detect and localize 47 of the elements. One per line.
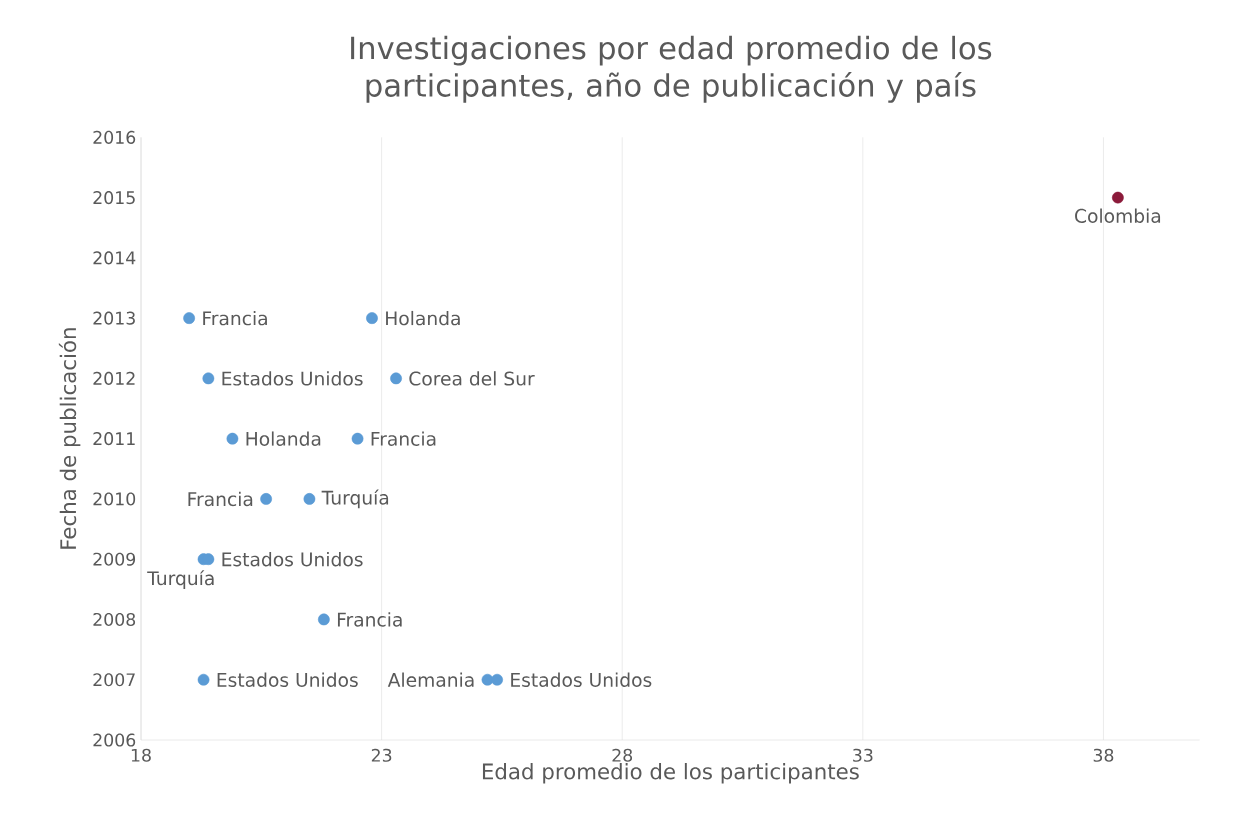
annotation: Holanda <box>246 431 321 446</box>
x-tick-label: 28 <box>612 748 633 762</box>
x-tick-label: 18 <box>131 748 151 762</box>
y-tick-label: 2009 <box>93 552 136 566</box>
y-tick-label: 2008 <box>93 612 136 627</box>
y-axis-title: Fecha de publicación <box>58 328 81 549</box>
annotation: Francia <box>337 612 402 627</box>
point <box>202 372 215 385</box>
point <box>491 673 503 686</box>
point <box>260 493 272 505</box>
annotation: Turquía <box>321 489 389 509</box>
point <box>317 613 330 626</box>
y-tick-label: 2010 <box>93 492 136 506</box>
annotation: Corea del Sur <box>409 371 535 386</box>
x-axis-title: Edad promedio de los participantes <box>482 762 859 784</box>
y-tick-label: 2012 <box>93 371 135 385</box>
annotation: Holanda <box>386 310 460 326</box>
annotation: Alemania <box>387 672 474 687</box>
x-tick-label: 23 <box>371 748 392 762</box>
annotation: Turquía <box>147 570 214 589</box>
annotation: Estados Unidos <box>511 672 652 687</box>
point <box>390 372 402 385</box>
annotation: Estados Unidos <box>222 551 363 567</box>
y-tick-label: 2015 <box>93 191 135 205</box>
y-tick-label: 2016 <box>93 130 136 144</box>
y-tick-label: 2011 <box>93 432 135 446</box>
point <box>183 312 195 324</box>
point <box>303 493 316 505</box>
annotation: Estados Unidos <box>217 672 358 687</box>
annotation: Estados Unidos <box>222 371 363 386</box>
chart-title: Investigaciones por edad promedio de los participantes, año de publicación y país <box>351 35 992 103</box>
point <box>481 673 494 686</box>
point <box>197 673 210 686</box>
annotation: Colombia <box>1075 208 1161 223</box>
annotation: Francia <box>203 310 267 326</box>
y-tick-label: 2014 <box>93 251 136 265</box>
point <box>351 432 364 445</box>
point <box>1112 191 1124 204</box>
y-tick-label: 2006 <box>93 733 136 747</box>
y-tick-label: 2013 <box>93 311 135 325</box>
x-tick-label: 38 <box>1093 748 1114 762</box>
y-tick-label: 2007 <box>93 673 135 687</box>
x-tick-label: 33 <box>853 748 873 762</box>
annotation: Francia <box>371 431 436 446</box>
annotation: Francia <box>188 491 253 507</box>
point <box>226 432 239 445</box>
point <box>366 312 378 324</box>
